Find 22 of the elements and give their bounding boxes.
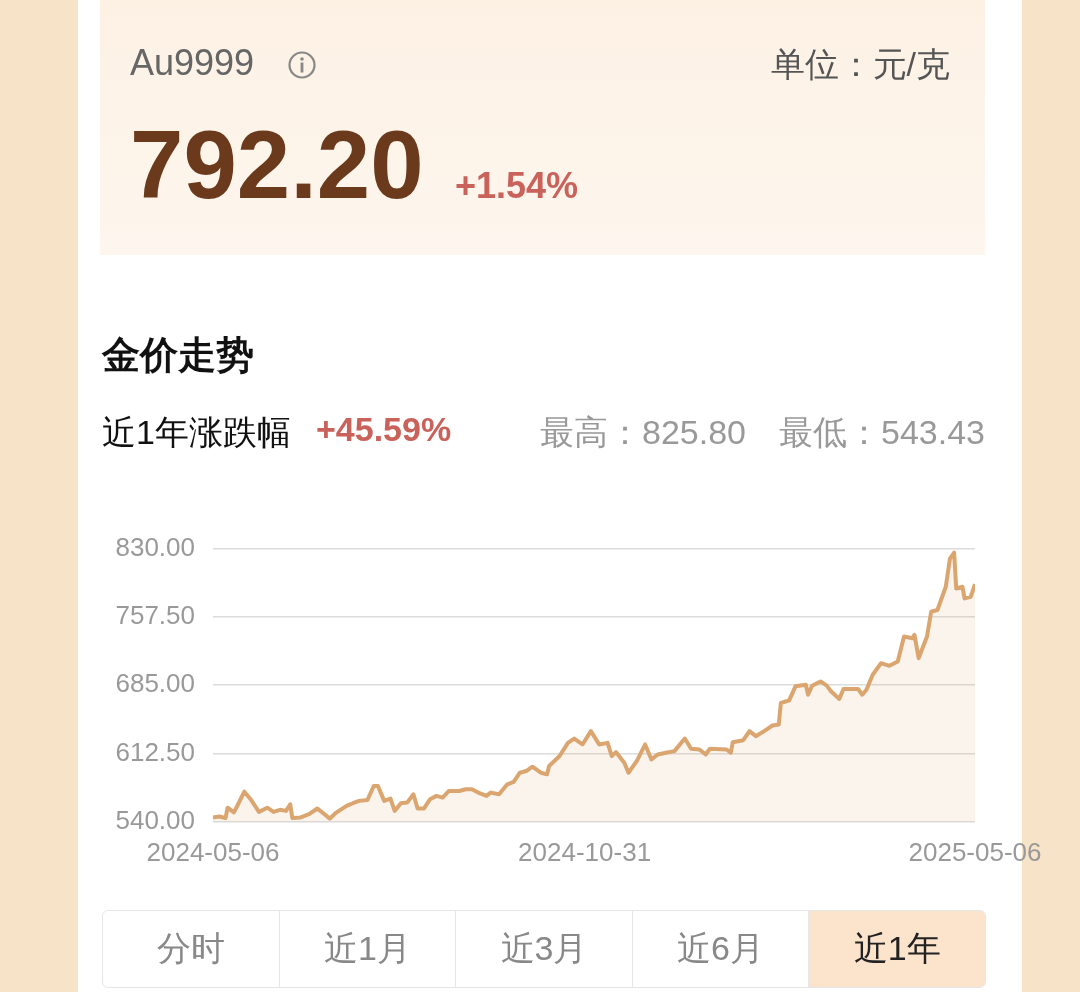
y-tick-label: 612.50 <box>115 736 195 767</box>
y-tick-label: 685.00 <box>115 668 195 699</box>
y-tick-label: 830.00 <box>115 531 195 562</box>
text: +1.54% <box>455 165 579 207</box>
text: Au9999 <box>130 42 255 84</box>
text: 近1年 <box>809 911 985 987</box>
y-tick-label: 540.00 <box>115 804 195 835</box>
text: 近6月 <box>632 911 810 987</box>
text: +45.59% <box>316 410 452 449</box>
text: 分时 <box>103 911 280 987</box>
text: 近3月 <box>456 911 633 987</box>
x-tick-label: 2024-05-06 <box>146 836 280 867</box>
text: 最高：825.80 <box>540 412 746 453</box>
text: 792.20 <box>130 110 424 220</box>
x-tick-label: 2024-10-31 <box>518 836 652 867</box>
text: 近1年涨跌幅 <box>102 412 291 453</box>
x-tick-label: 2025-05-06 <box>908 836 1042 867</box>
y-tick-label: 757.50 <box>115 600 195 631</box>
text: 最低：543.43 <box>779 412 985 453</box>
text: 近1月 <box>279 911 457 987</box>
text: 单位：元/克 <box>770 44 950 85</box>
chart-title: 金价走势 <box>102 333 254 378</box>
